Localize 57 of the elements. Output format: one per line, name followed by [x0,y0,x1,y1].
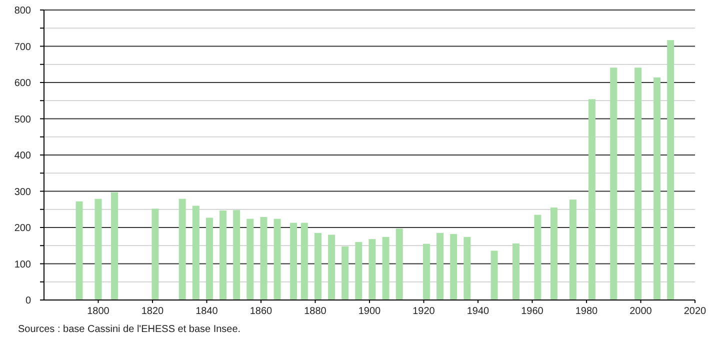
bar [569,200,576,300]
x-tick-label: 1800 [87,306,110,317]
bar [450,234,458,300]
bar [422,244,430,300]
bar [290,222,298,300]
bar [111,192,118,300]
x-tick-label: 1960 [521,306,544,317]
x-tick-label: 2000 [630,306,652,317]
bar [368,239,376,300]
y-tick-label: 300 [14,186,32,198]
x-tick-label: 1920 [412,306,436,317]
bar [152,208,159,300]
bar [654,77,661,300]
x-tick-label: 1980 [575,306,598,317]
bar [464,236,471,300]
y-tick-label: 700 [14,42,32,53]
bar [178,198,186,300]
bar [220,210,227,300]
bar [233,210,240,300]
bar [192,206,200,300]
source-note: Sources : base Cassini de l'EHESS et base Insee. [18,324,241,335]
x-tick-label: 2020 [684,306,707,317]
x-tick-label: 1840 [196,306,218,317]
bar [534,214,542,300]
bar [342,246,349,300]
bar [550,208,558,300]
y-tick-label: 0 [25,296,32,306]
bar [314,232,322,300]
bar [76,201,83,300]
y-tick-label: 600 [14,78,32,89]
bar [300,222,308,300]
y-tick-label: 100 [14,259,32,270]
bar [260,216,268,300]
bar [588,99,596,300]
x-tick-label: 1860 [250,306,273,317]
bar [512,243,520,300]
bar [610,68,618,300]
bar [667,40,674,300]
x-tick-label: 1940 [466,306,490,317]
bar [355,242,362,300]
x-tick-label: 1880 [304,306,327,317]
bar [490,250,498,300]
bar [396,228,403,300]
y-tick-label: 200 [14,223,32,234]
x-tick-label: 1820 [141,306,164,317]
bar [382,236,390,300]
bar [436,232,444,300]
bar [246,218,254,300]
bar [94,198,102,300]
y-tick-label: 400 [14,150,32,162]
bar [206,218,213,300]
x-tick-label: 1900 [358,306,382,317]
bar [634,68,642,300]
y-tick-label: 800 [14,6,32,16]
bar [328,234,336,300]
bar [274,218,281,300]
y-tick-label: 500 [14,114,32,126]
